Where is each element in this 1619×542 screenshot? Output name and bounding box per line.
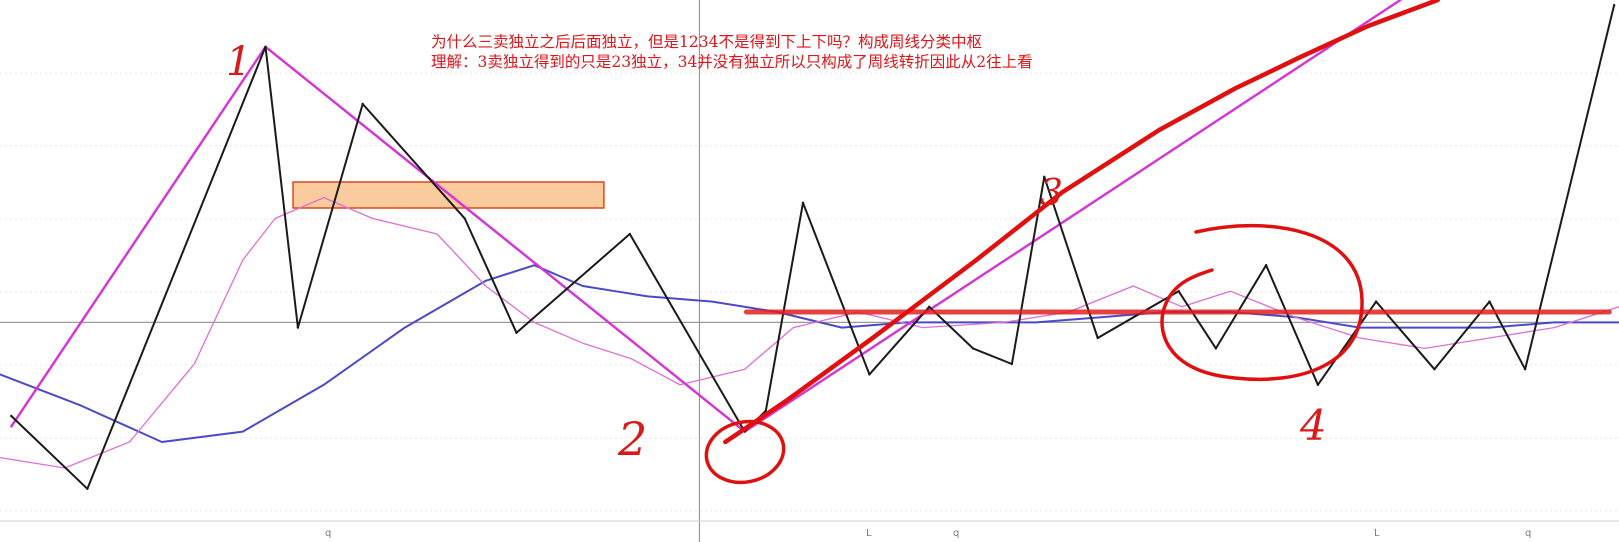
wave-label-2: 2 [617, 412, 647, 466]
x-tick-label: L [1374, 528, 1380, 539]
zigzag-vertex [1010, 362, 1014, 366]
x-tick-label: q [953, 528, 959, 539]
annotation-line-2: 理解：3卖独立得到的只是23独立，34并没有独立所以只构成了周线转折因此从2往上… [431, 53, 1033, 71]
zigzag-vertex [1433, 368, 1436, 371]
wave-label-4: 4 [1299, 401, 1327, 450]
zigzag-vertex [10, 414, 13, 418]
wave-label-3: 3 [1040, 173, 1063, 214]
zigzag-vertex [1214, 347, 1218, 350]
zigzag-vertex [971, 347, 975, 350]
zigzag-vertex [1096, 336, 1099, 340]
zigzag-vertex [264, 45, 267, 48]
series-moving-average-short [0, 196, 1619, 469]
series-layer [0, 0, 1619, 490]
zigzag-vertex [1612, 3, 1616, 7]
zigzag-vertex [928, 305, 931, 308]
zigzag-vertex [86, 487, 89, 490]
series-big-wave [10, 0, 1402, 433]
zigzag-vertex [868, 373, 871, 376]
zigzag-vertex [801, 201, 805, 204]
zigzag-vertex [463, 217, 466, 220]
circle-annotation-hub [1160, 223, 1364, 382]
zigzag-vertex [628, 232, 631, 236]
zigzag-vertex [1374, 300, 1378, 303]
series-price-zigzag [10, 4, 1616, 490]
annotation-line-1: 为什么三卖独立之后后面独立，但是1234不是得到下上下吗？构成周线分类中枢 [431, 33, 982, 51]
zigzag-vertex [1488, 300, 1491, 303]
overlay-layer: 1 2 3 4 [226, 39, 1364, 485]
wave-label-1: 1 [226, 39, 251, 85]
zigzag-vertex [1523, 368, 1527, 371]
series-moving-average-long [0, 264, 1619, 443]
zigzag-vertex [515, 331, 518, 334]
zigzag-vertex [1264, 264, 1268, 267]
x-tick-label: q [325, 528, 331, 539]
zigzag-vertex [1177, 290, 1180, 293]
zigzag-vertex [296, 326, 300, 329]
x-tick-label: q [1525, 528, 1531, 539]
zigzag-vertex [764, 409, 767, 412]
zigzag-vertex [1316, 383, 1320, 386]
zigzag-vertex [361, 102, 364, 106]
x-tick-label: L [866, 528, 872, 539]
series-hand-drawn-up-curve [723, 0, 1440, 445]
zigzag-vertex [1043, 175, 1046, 178]
circle-annotation-low [704, 419, 786, 485]
